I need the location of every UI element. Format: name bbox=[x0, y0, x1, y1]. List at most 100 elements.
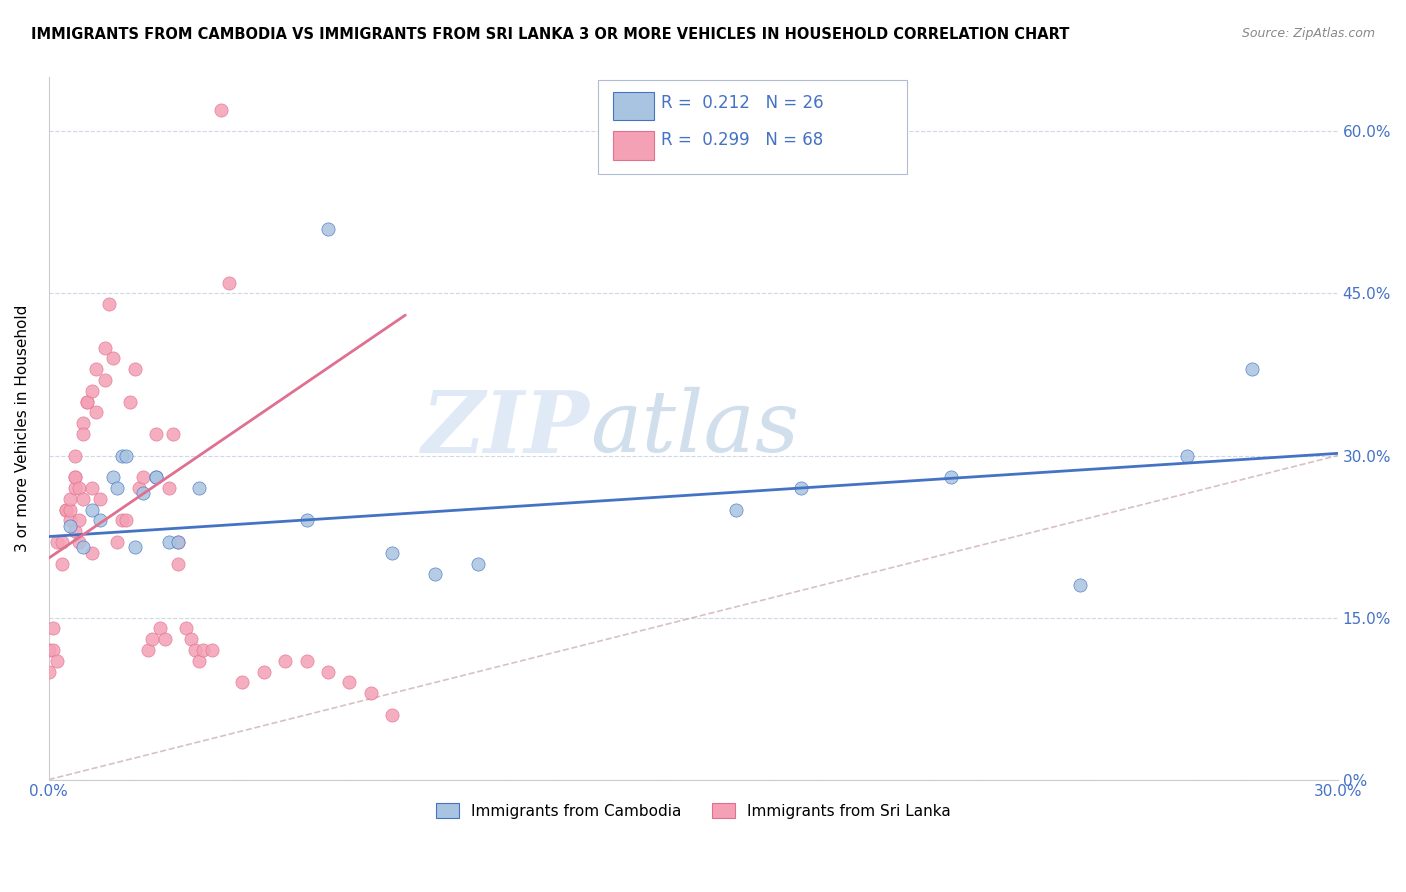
Point bbox=[76, 394, 98, 409]
Text: ZIP: ZIP bbox=[422, 387, 591, 470]
Point bbox=[80, 502, 103, 516]
Point bbox=[209, 103, 232, 117]
Point bbox=[939, 470, 962, 484]
Point bbox=[72, 491, 94, 506]
Point bbox=[120, 394, 142, 409]
Point bbox=[97, 297, 120, 311]
Point bbox=[128, 481, 150, 495]
Point bbox=[157, 481, 180, 495]
Point bbox=[201, 643, 224, 657]
Point bbox=[63, 524, 86, 538]
Point bbox=[59, 502, 82, 516]
Point bbox=[153, 632, 176, 647]
Point bbox=[166, 535, 188, 549]
Point bbox=[218, 276, 240, 290]
Point bbox=[42, 621, 65, 635]
Point bbox=[42, 643, 65, 657]
Point bbox=[162, 426, 184, 441]
Point bbox=[72, 416, 94, 430]
Point bbox=[381, 546, 404, 560]
Point bbox=[136, 643, 159, 657]
Point bbox=[115, 513, 138, 527]
Point bbox=[231, 675, 253, 690]
Point bbox=[38, 643, 60, 657]
Text: R =  0.299   N = 68: R = 0.299 N = 68 bbox=[661, 131, 823, 149]
Point bbox=[295, 654, 318, 668]
Point bbox=[467, 557, 489, 571]
Point bbox=[38, 665, 60, 679]
Point bbox=[132, 470, 155, 484]
Point bbox=[51, 557, 73, 571]
Point bbox=[316, 665, 339, 679]
Point bbox=[84, 405, 107, 419]
Point bbox=[115, 449, 138, 463]
Point bbox=[132, 486, 155, 500]
Point bbox=[84, 362, 107, 376]
Point bbox=[67, 535, 90, 549]
Point bbox=[55, 502, 77, 516]
Point bbox=[63, 481, 86, 495]
Point bbox=[166, 535, 188, 549]
Point bbox=[103, 351, 125, 366]
Point bbox=[80, 546, 103, 560]
Point bbox=[63, 470, 86, 484]
Point bbox=[63, 449, 86, 463]
Point bbox=[725, 502, 748, 516]
Point bbox=[174, 621, 197, 635]
Point bbox=[111, 449, 134, 463]
Point bbox=[93, 341, 115, 355]
Point bbox=[149, 621, 172, 635]
Point bbox=[124, 541, 146, 555]
Point bbox=[1069, 578, 1091, 592]
Point bbox=[72, 541, 94, 555]
Point bbox=[188, 481, 211, 495]
Point bbox=[59, 518, 82, 533]
Point bbox=[67, 513, 90, 527]
Point bbox=[80, 481, 103, 495]
Point bbox=[72, 426, 94, 441]
Legend: Immigrants from Cambodia, Immigrants from Sri Lanka: Immigrants from Cambodia, Immigrants fro… bbox=[430, 797, 957, 824]
Point bbox=[59, 491, 82, 506]
Point bbox=[166, 557, 188, 571]
Point bbox=[80, 384, 103, 398]
Text: R =  0.212   N = 26: R = 0.212 N = 26 bbox=[661, 94, 824, 112]
Point bbox=[274, 654, 297, 668]
Point bbox=[145, 426, 167, 441]
Point bbox=[124, 362, 146, 376]
Point bbox=[46, 654, 69, 668]
Point bbox=[76, 394, 98, 409]
Point bbox=[188, 654, 211, 668]
Point bbox=[107, 481, 129, 495]
Point bbox=[59, 513, 82, 527]
Point bbox=[107, 535, 129, 549]
Point bbox=[180, 632, 202, 647]
Point bbox=[157, 535, 180, 549]
Point bbox=[1175, 449, 1198, 463]
Point bbox=[111, 513, 134, 527]
Text: Source: ZipAtlas.com: Source: ZipAtlas.com bbox=[1241, 27, 1375, 40]
Point bbox=[46, 535, 69, 549]
Point bbox=[425, 567, 447, 582]
Point bbox=[89, 513, 111, 527]
Point bbox=[339, 675, 361, 690]
Point bbox=[184, 643, 207, 657]
Point bbox=[252, 665, 274, 679]
Y-axis label: 3 or more Vehicles in Household: 3 or more Vehicles in Household bbox=[15, 305, 30, 552]
Text: IMMIGRANTS FROM CAMBODIA VS IMMIGRANTS FROM SRI LANKA 3 OR MORE VEHICLES IN HOUS: IMMIGRANTS FROM CAMBODIA VS IMMIGRANTS F… bbox=[31, 27, 1070, 42]
Point bbox=[145, 470, 167, 484]
Point bbox=[381, 707, 404, 722]
Point bbox=[141, 632, 163, 647]
Point bbox=[316, 221, 339, 235]
Point bbox=[1240, 362, 1263, 376]
Text: atlas: atlas bbox=[591, 387, 799, 470]
Point bbox=[103, 470, 125, 484]
Point bbox=[51, 535, 73, 549]
Point bbox=[63, 470, 86, 484]
Point bbox=[93, 373, 115, 387]
Point bbox=[145, 470, 167, 484]
Point bbox=[789, 481, 811, 495]
Point bbox=[193, 643, 215, 657]
Point bbox=[360, 686, 382, 700]
Point bbox=[89, 491, 111, 506]
Point bbox=[295, 513, 318, 527]
